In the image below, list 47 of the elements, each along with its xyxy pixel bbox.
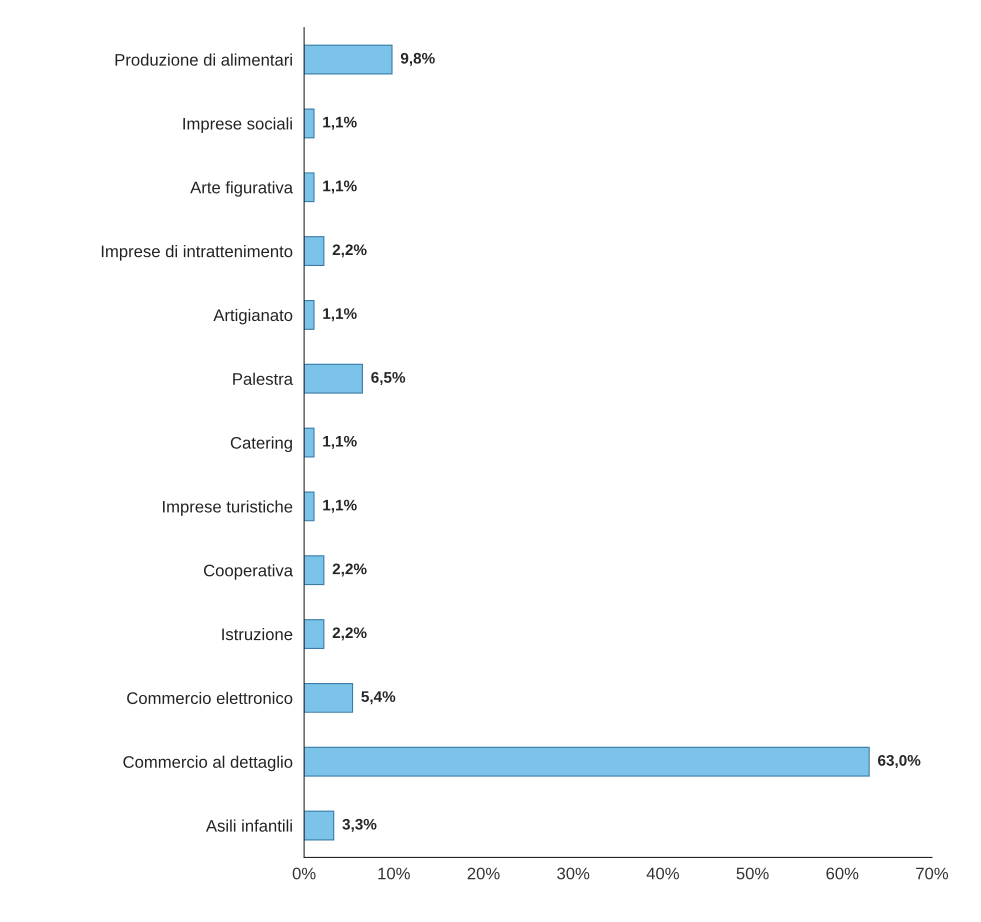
x-tick-label: 40% <box>646 868 679 880</box>
x-tick-label: 20% <box>468 868 500 880</box>
y-tick-label: Catering <box>230 436 292 452</box>
y-tick-label: Artigianato <box>213 308 292 324</box>
data-label: 3,3% <box>342 818 376 832</box>
bar <box>304 428 315 458</box>
y-tick-label: Palestra <box>233 372 293 385</box>
y-tick-label: Cooperativa <box>204 564 294 580</box>
bar <box>304 682 354 713</box>
bar <box>304 108 315 138</box>
data-label: 63,0% <box>878 754 920 768</box>
y-tick-label: Imprese di intrattenimento <box>102 245 292 261</box>
data-label: 1,1% <box>323 436 357 449</box>
data-label: 1,1% <box>323 180 357 194</box>
data-label: 5,4% <box>361 691 396 704</box>
data-label: 1,1% <box>323 308 357 322</box>
bar <box>304 619 324 649</box>
bar <box>304 810 334 840</box>
y-tick-label: Imprese turistiche <box>163 500 292 516</box>
x-tick-label: 60% <box>826 868 858 880</box>
bar <box>304 364 363 394</box>
y-tick-label: Arte figurativa <box>190 181 294 197</box>
x-tick-label: 70% <box>916 868 948 880</box>
y-tick-label: Asili infantili <box>206 820 292 832</box>
bar <box>304 44 393 74</box>
data-label: 2,2% <box>332 564 367 577</box>
data-label: 1,1% <box>323 116 357 130</box>
bar <box>304 555 324 586</box>
bar <box>304 746 870 777</box>
data-label: 1,1% <box>323 500 357 513</box>
y-tick-label: Istruzione <box>222 628 292 640</box>
data-label: 2,2% <box>332 244 367 258</box>
x-tick-label: 30% <box>557 868 590 880</box>
x-tick-label: 50% <box>736 868 769 880</box>
x-tick-label: 10% <box>378 868 410 880</box>
y-tick-label: Imprese sociali <box>183 117 292 133</box>
data-label: 2,2% <box>332 627 367 640</box>
bar <box>304 236 324 266</box>
x-tick-label: 0% <box>292 868 316 880</box>
y-tick-label: Produzione di alimentari <box>116 54 292 66</box>
bar <box>304 172 315 202</box>
bar <box>304 491 315 522</box>
y-tick-label: Commercio al dettaglio <box>123 756 292 772</box>
y-tick-label: Commercio elettronico <box>127 692 292 704</box>
data-label: 9,8% <box>400 52 435 66</box>
data-label: 6,5% <box>371 372 406 386</box>
bar <box>304 300 315 330</box>
